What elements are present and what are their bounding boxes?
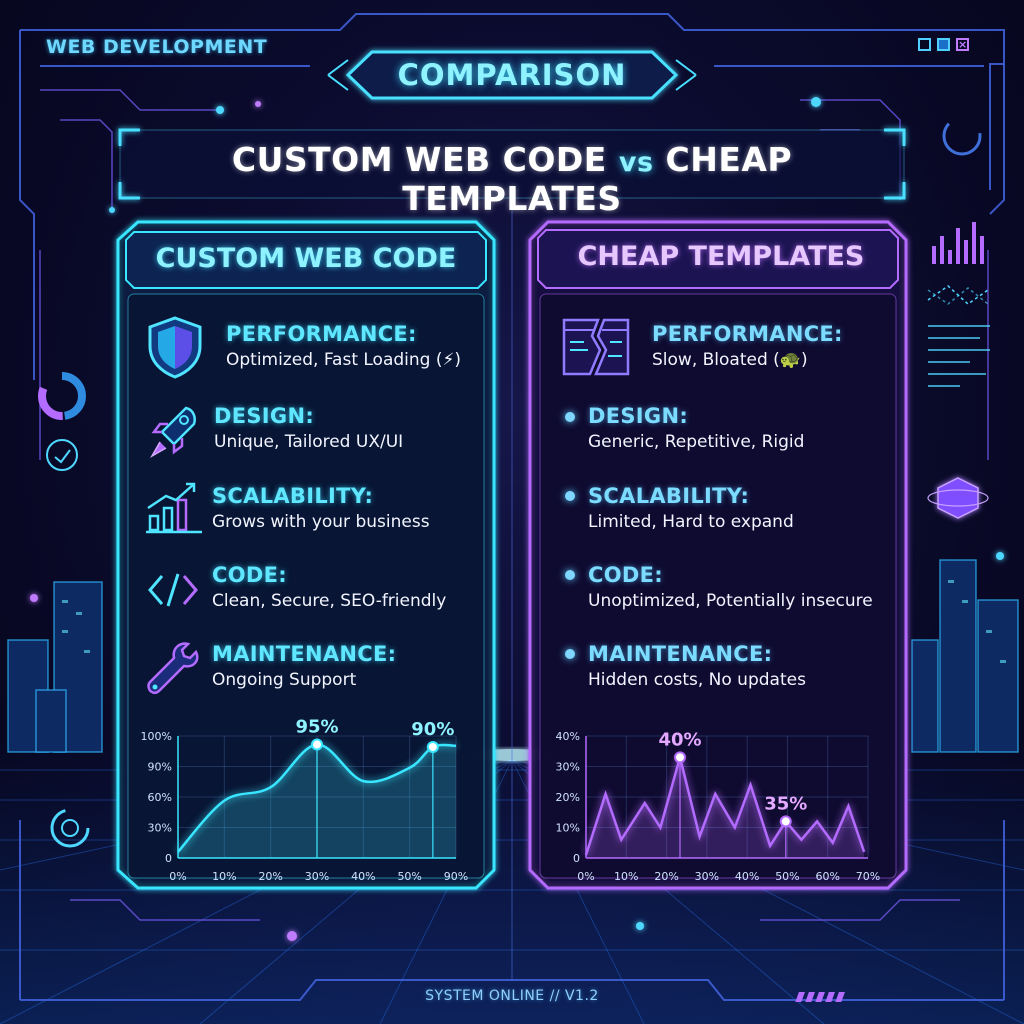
feature-title: PERFORMANCE:: [226, 322, 417, 346]
minimize-icon[interactable]: [918, 38, 931, 51]
broken-window-icon: [562, 318, 630, 376]
x-tick-label: 30%: [695, 870, 719, 883]
feature-title: MAINTENANCE:: [212, 642, 397, 666]
y-tick-label: 30%: [556, 761, 580, 774]
bullet-dot: [565, 491, 575, 501]
annotation-point: [779, 815, 792, 828]
series-area: [586, 757, 865, 858]
code-brackets-icon: [148, 573, 198, 607]
y-tick-label: 60%: [148, 791, 172, 804]
feature-desc: Ongoing Support: [212, 670, 357, 690]
growth-chart-icon: [146, 482, 202, 534]
y-tick-label: 0: [165, 852, 172, 865]
feature-title: SCALABILITY:: [212, 484, 374, 508]
x-tick-label: 20%: [258, 870, 282, 883]
right-feature-performance: PERFORMANCE: Slow, Bloated (🐢): [652, 322, 843, 370]
right-feature-scalability: SCALABILITY: Limited, Hard to expand: [588, 484, 794, 532]
x-tick-label: 60%: [815, 870, 839, 883]
title-right: CHEAP TEMPLATES: [402, 140, 793, 218]
annotation-point: [674, 751, 686, 764]
annotation-point: [426, 740, 439, 753]
templates-performance-chart: 0% 10% 20% 30% 40% 50% 60% 70% 0 10% 20% 30% 40% 40% 3…: [556, 729, 881, 883]
feature-desc: Unoptimized, Potentially insecure: [588, 591, 873, 611]
x-tick-label: 30%: [305, 870, 329, 883]
left-feature-code: CODE: Clean, Secure, SEO-friendly: [212, 563, 446, 611]
x-tick-label: 10%: [614, 870, 638, 883]
templates-panel-title: CHEAP TEMPLATES: [577, 241, 865, 272]
feature-title: DESIGN:: [214, 404, 315, 428]
bullet-dot: [565, 412, 575, 422]
feature-desc: Hidden costs, No updates: [588, 670, 806, 690]
feature-title: CODE:: [588, 563, 663, 587]
feature-desc: Clean, Secure, SEO-friendly: [212, 591, 447, 611]
feature-desc: Slow, Bloated (🐢): [652, 350, 808, 370]
y-tick-label: 100%: [141, 730, 172, 743]
x-tick-label: 0%: [169, 870, 186, 883]
brand-label: WEB DEVELOPMENT: [46, 36, 268, 58]
system-status: SYSTEM ONLINE // V1.2: [425, 988, 599, 1004]
x-tick-label: 90%: [444, 870, 468, 883]
y-tick-label: 20%: [556, 791, 580, 804]
feature-desc: Limited, Hard to expand: [588, 512, 794, 532]
annotation-label: 40%: [658, 729, 701, 750]
y-tick-label: 30%: [148, 822, 172, 835]
right-feature-design: DESIGN: Generic, Repetitive, Rigid: [588, 404, 804, 452]
right-feature-maintenance: MAINTENANCE: Hidden costs, No updates: [588, 642, 806, 690]
custom-code-panel-title: CUSTOM WEB CODE: [155, 243, 457, 274]
annotation-label: 95%: [295, 717, 338, 738]
title-left: CUSTOM WEB CODE: [231, 140, 607, 179]
window-controls: ×: [918, 38, 969, 51]
shield-icon: [148, 316, 202, 379]
y-tick-label: 10%: [556, 822, 580, 835]
comparison-banner: COMPARISON: [397, 58, 627, 92]
wrench-icon: [147, 642, 199, 695]
feature-title: SCALABILITY:: [588, 484, 750, 508]
feature-title: CODE:: [212, 563, 287, 587]
maximize-icon[interactable]: [937, 38, 950, 51]
y-tick-label: 0: [573, 852, 580, 865]
right-feature-code: CODE: Unoptimized, Potentially insecure: [588, 563, 873, 611]
rocket-icon: [149, 406, 196, 459]
left-feature-maintenance: MAINTENANCE: Ongoing Support: [212, 642, 396, 690]
close-icon[interactable]: ×: [956, 38, 969, 51]
custom-code-performance-chart: 0% 10% 20% 30% 40% 50% 90% 0 30% 60% 90% 100% 95% 90%: [141, 717, 469, 883]
feature-desc: Generic, Repetitive, Rigid: [588, 432, 805, 452]
x-tick-label: 40%: [735, 870, 759, 883]
x-tick-label: 20%: [654, 870, 678, 883]
feature-desc: Optimized, Fast Loading (⚡): [226, 350, 462, 370]
feature-title: PERFORMANCE:: [652, 322, 843, 346]
bullet-dot: [565, 649, 575, 659]
bullet-dot: [565, 570, 575, 580]
series-line: [584, 752, 866, 856]
page-title: CUSTOM WEB CODE vs CHEAP TEMPLATES: [120, 140, 904, 218]
feature-desc: Unique, Tailored UX/UI: [214, 432, 404, 452]
x-tick-label: 50%: [397, 870, 421, 883]
left-feature-scalability: SCALABILITY: Grows with your business: [212, 484, 430, 532]
x-tick-label: 10%: [212, 870, 236, 883]
x-tick-label: 70%: [856, 870, 880, 883]
x-tick-label: 40%: [351, 870, 375, 883]
y-tick-label: 90%: [148, 761, 172, 774]
feature-title: MAINTENANCE:: [588, 642, 773, 666]
x-tick-label: 0%: [577, 870, 594, 883]
annotation-label: 90%: [411, 719, 454, 740]
y-tick-label: 40%: [556, 730, 580, 743]
feature-desc: Grows with your business: [212, 512, 430, 532]
left-feature-design: DESIGN: Unique, Tailored UX/UI: [214, 404, 403, 452]
annotation-label: 35%: [764, 793, 807, 814]
title-vs: vs: [618, 147, 654, 178]
left-feature-performance: PERFORMANCE: Optimized, Fast Loading (⚡): [226, 322, 461, 370]
x-tick-label: 50%: [775, 870, 799, 883]
annotation-point: [311, 738, 323, 751]
feature-title: DESIGN:: [588, 404, 689, 428]
